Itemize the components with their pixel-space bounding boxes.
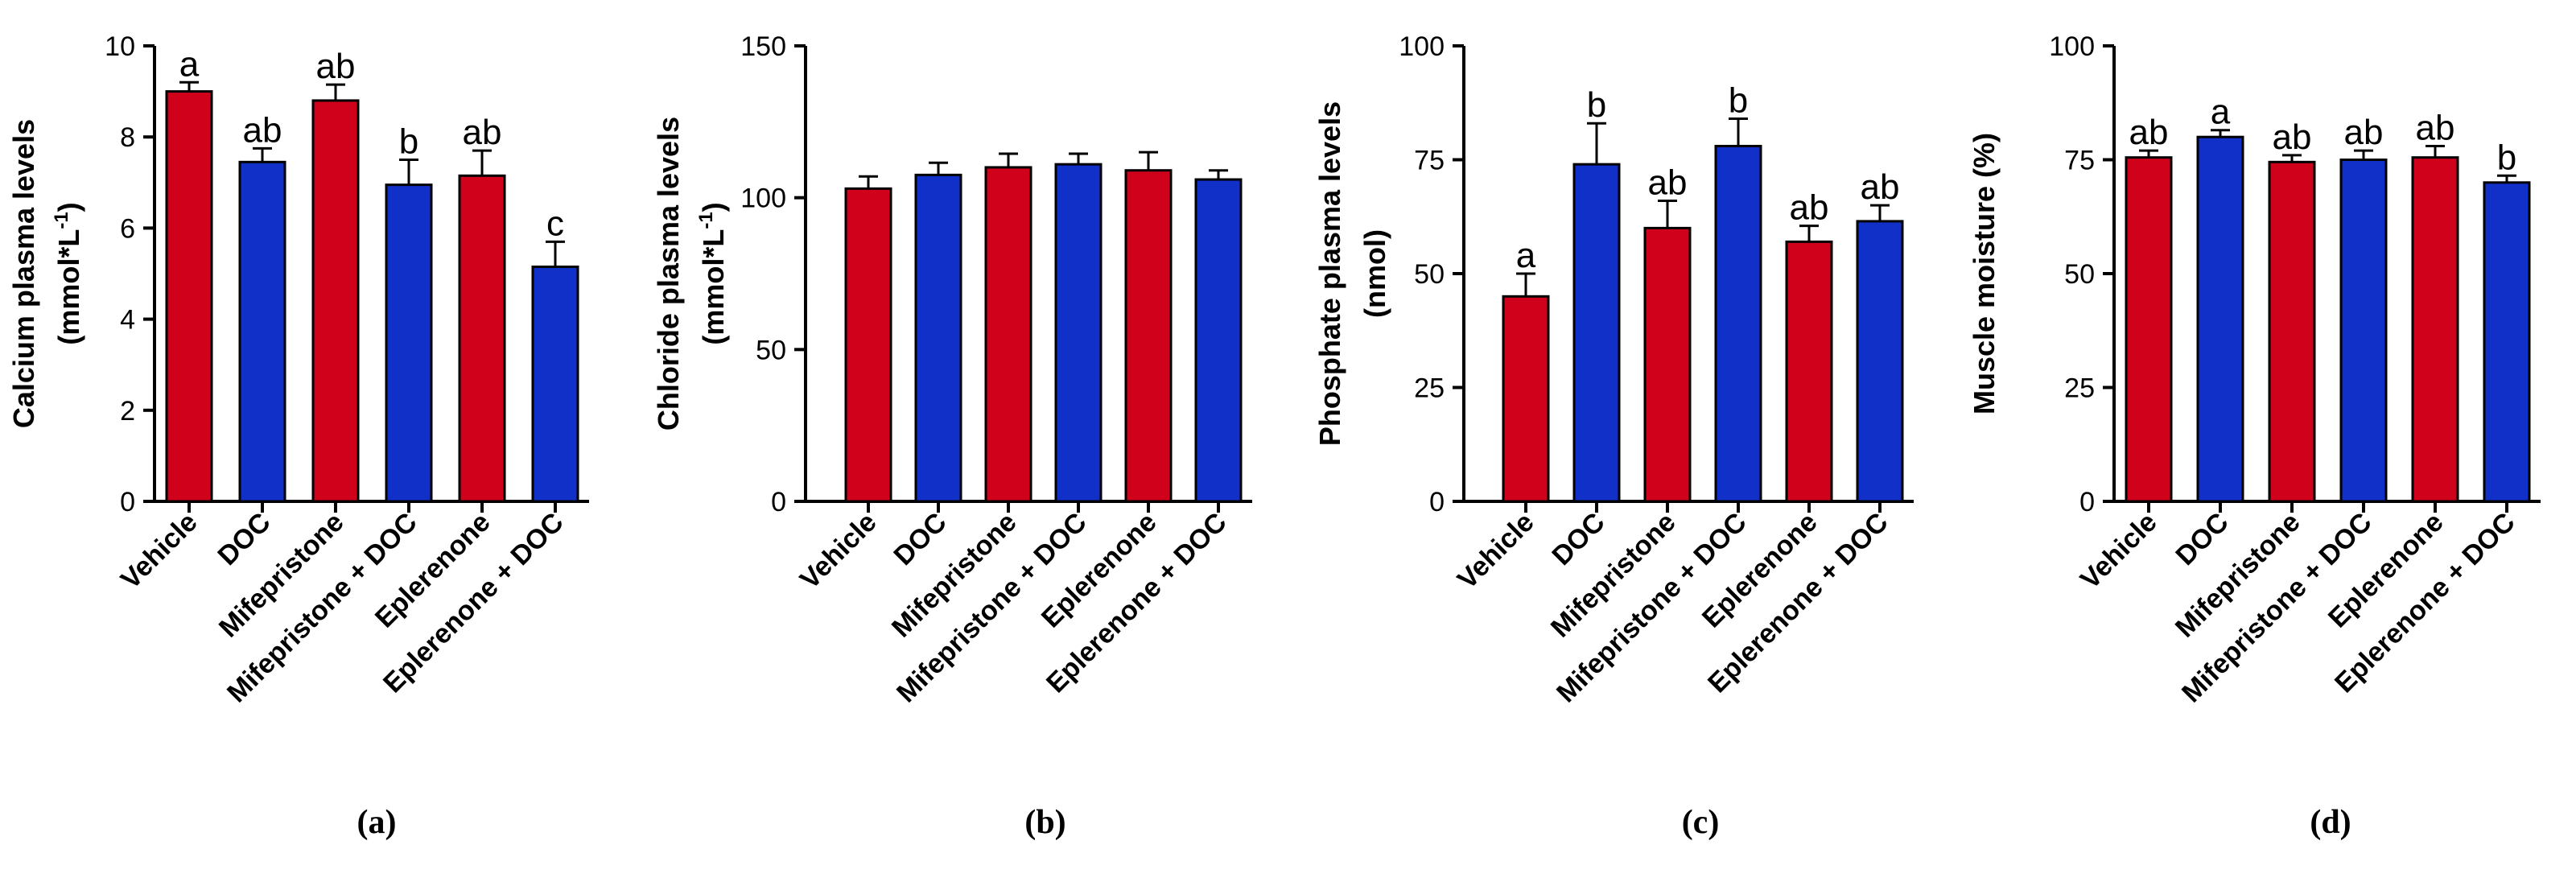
- y-axis-label: Phosphate plasma levels: [1313, 101, 1346, 446]
- y-tick-label: 25: [2064, 373, 2095, 404]
- significance-label: ab: [2129, 113, 2169, 152]
- significance-label: b: [1729, 81, 1748, 121]
- x-tick-label: DOC: [2170, 507, 2234, 571]
- bar: [1714, 145, 1762, 503]
- significance-label: ab: [243, 110, 282, 150]
- bar: [1856, 220, 1904, 503]
- bar: [165, 90, 213, 503]
- significance-label: ab: [2344, 113, 2384, 152]
- significance-label: ab: [1790, 188, 1829, 228]
- y-tick-label: 50: [756, 335, 786, 365]
- bar: [984, 166, 1032, 503]
- chart-panel-4: 0 25 50 75 100 Muscle moisture (%) ab Vehicle a D…: [1968, 31, 2541, 841]
- y-axis-label: Chloride plasma levels: [652, 117, 685, 431]
- x-tick-label: Vehicle: [1452, 507, 1540, 596]
- y-axis-label: Calcium plasma levels: [7, 119, 40, 428]
- bar: [238, 160, 286, 503]
- bar: [2411, 156, 2459, 503]
- bar: [1124, 169, 1173, 503]
- bar: [311, 99, 360, 503]
- significance-label: b: [1587, 85, 1606, 125]
- bar: [531, 266, 579, 503]
- y-axis-label: Muscle moisture (%): [1968, 133, 2001, 414]
- y-tick-label: 0: [1429, 487, 1445, 517]
- y-tick-label: 100: [740, 183, 786, 214]
- bar: [1502, 295, 1550, 503]
- bar: [2125, 156, 2173, 503]
- y-tick-label: 75: [1414, 146, 1445, 176]
- significance-label: ab: [2416, 109, 2455, 148]
- y-tick-label: 0: [120, 487, 135, 517]
- chart-panel-3: 0 25 50 75 100 Phosphate plasma levels (nmol) a…: [1313, 31, 1914, 841]
- y-tick-label: 100: [2049, 31, 2095, 62]
- significance-label: ab: [463, 113, 502, 152]
- y-tick-label: 75: [2064, 146, 2095, 176]
- bar: [2196, 135, 2244, 503]
- bar: [1785, 240, 1833, 503]
- bar: [1643, 226, 1692, 503]
- y-tick-label: 8: [120, 122, 135, 153]
- bar: [385, 183, 433, 503]
- panel-label: (c): [1682, 804, 1720, 841]
- x-tick-label: Vehicle: [2075, 507, 2163, 596]
- y-axis-label-unit: (mmol*L-1): [51, 202, 85, 344]
- y-tick-label: 0: [2079, 487, 2095, 517]
- y-tick-label: 100: [1399, 31, 1445, 62]
- x-tick-label: Vehicle: [794, 507, 883, 596]
- chart-panel-2: 0 50 100 150 Chloride plasma levels (mmol*L-1…: [652, 31, 1252, 841]
- y-tick-label: 50: [1414, 259, 1445, 290]
- panel-label: (b): [1024, 804, 1065, 841]
- bar: [1194, 178, 1243, 503]
- x-tick-label: Vehicle: [115, 507, 204, 596]
- significance-label: c: [546, 204, 564, 243]
- y-tick-label: 0: [771, 487, 786, 517]
- panel-label: (a): [357, 804, 397, 841]
- bar: [1054, 163, 1103, 503]
- significance-label: ab: [316, 47, 356, 86]
- bar: [2339, 159, 2388, 503]
- significance-label: b: [2497, 138, 2516, 177]
- x-tick-label: Mifepristone: [1545, 507, 1682, 644]
- significance-label: a: [2211, 93, 2231, 132]
- y-tick-label: 50: [2064, 259, 2095, 290]
- y-tick-label: 25: [1414, 373, 1445, 404]
- x-tick-label: DOC: [888, 507, 952, 571]
- x-tick-label: DOC: [212, 507, 276, 571]
- significance-label: ab: [1648, 163, 1688, 202]
- bar: [2483, 181, 2531, 503]
- bar: [458, 174, 506, 503]
- y-tick-label: 10: [105, 31, 135, 62]
- x-tick-label: DOC: [1546, 507, 1610, 571]
- significance-label: a: [179, 44, 200, 84]
- y-axis-label-unit: (nmol): [1358, 229, 1391, 318]
- significance-label: a: [1516, 236, 1536, 275]
- bar: [2268, 160, 2316, 503]
- y-axis-label-unit: (mmol*L-1): [695, 202, 730, 344]
- significance-label: b: [399, 122, 418, 162]
- bar: [914, 173, 962, 503]
- y-tick-label: 4: [120, 305, 135, 336]
- panel-label: (d): [2310, 804, 2351, 841]
- bar: [1572, 163, 1621, 503]
- x-tick-label: Mifepristone: [2170, 507, 2306, 644]
- y-tick-label: 2: [120, 396, 135, 427]
- y-tick-label: 6: [120, 213, 135, 244]
- bar: [844, 187, 892, 503]
- chart-panel-1: 0 2 4 6 8 10 Calcium plasma levels (mmol*L-1) a V…: [7, 31, 589, 841]
- significance-label: ab: [2273, 117, 2312, 157]
- significance-label: ab: [1861, 167, 1900, 207]
- y-tick-label: 150: [740, 31, 786, 62]
